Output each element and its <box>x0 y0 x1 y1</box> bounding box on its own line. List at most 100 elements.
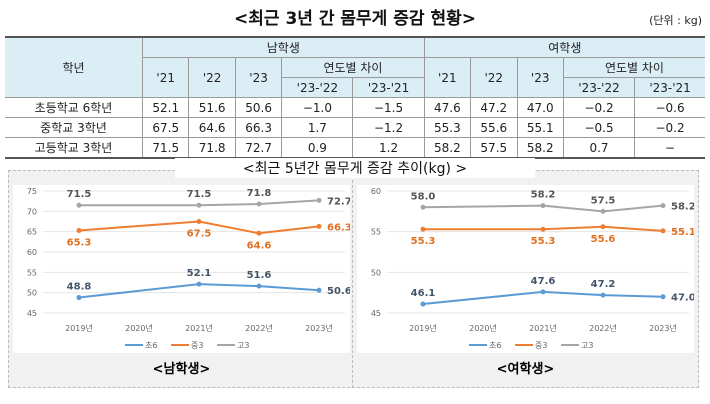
legend-label: 초6 <box>489 341 501 350</box>
legend-label: 중3 <box>535 341 547 350</box>
data-label: 51.6 <box>247 270 272 281</box>
y-tick-label: 65 <box>27 228 37 237</box>
data-point <box>196 281 202 287</box>
value-cell: 64.6 <box>188 117 236 138</box>
year-header: '23 <box>234 57 283 98</box>
y-tick-label: 55 <box>371 228 381 237</box>
y-tick-label: 45 <box>27 309 37 318</box>
grade-cell: 중학교 3학년 <box>5 117 143 138</box>
legend-label: 초6 <box>145 341 157 350</box>
male-chart-label: <남학생> <box>152 362 211 377</box>
data-label: 47.2 <box>591 279 616 290</box>
data-point <box>540 289 546 295</box>
diff-sub-header: '23-'22 <box>562 77 636 98</box>
value-cell: 57.5 <box>470 137 518 159</box>
grade-cell: 고등학교 3학년 <box>5 137 143 159</box>
data-point <box>76 295 82 301</box>
value-cell: 58.2 <box>516 137 564 159</box>
data-label: 66.3 <box>327 222 350 233</box>
x-tick-label: 2023년 <box>305 323 333 333</box>
data-label: 48.8 <box>67 282 92 293</box>
year-header: '23 <box>516 57 564 98</box>
value-cell: −1.2 <box>352 117 425 138</box>
data-label: 58.2 <box>531 190 556 201</box>
series-line-중3 <box>78 220 320 235</box>
legend-label: 중3 <box>191 341 203 350</box>
data-label: 47.0 <box>671 293 694 304</box>
value-cell: 55.1 <box>516 117 564 138</box>
x-tick-label: 2021년 <box>529 323 557 333</box>
male-header: 남학생 <box>142 36 425 58</box>
data-label: 58.0 <box>411 191 436 202</box>
data-label: 72.7 <box>327 196 350 207</box>
x-tick-label: 2023년 <box>649 323 677 333</box>
x-tick-label: 2020년 <box>125 323 153 333</box>
data-label: 67.5 <box>187 229 212 240</box>
diff-header: 연도별 차이 <box>562 57 705 78</box>
data-point <box>420 204 426 210</box>
data-point <box>600 224 606 230</box>
series-line-초6 <box>422 290 664 306</box>
data-label: 71.8 <box>247 188 272 199</box>
y-tick-label: 50 <box>371 268 381 277</box>
plot-background <box>357 185 694 353</box>
x-tick-label: 2022년 <box>589 323 617 333</box>
legend-label: 고3 <box>581 341 593 350</box>
value-cell: −0.2 <box>634 117 705 138</box>
series-line-초6 <box>78 283 320 299</box>
table-row: 중학교 3학년 67.5 64.6 66.3 1.7 −1.2 55.3 55.6 55.1 −0… <box>5 117 705 138</box>
x-tick-label: 2019년 <box>409 323 437 333</box>
y-tick-label: 55 <box>27 268 37 277</box>
data-label: 71.5 <box>187 189 212 200</box>
value-cell: 71.5 <box>141 137 190 159</box>
data-label: 57.5 <box>591 195 616 206</box>
value-cell: 1.2 <box>352 137 425 159</box>
grade-header: 학년 <box>5 36 143 98</box>
data-label: 65.3 <box>67 237 92 248</box>
female-chart-panel: 45 50 55 60 2019년 2020년 2021년 2022년 2023년 46.1 47.… <box>352 170 699 388</box>
y-tick-label: 45 <box>371 309 381 318</box>
value-cell: 47.2 <box>470 97 518 118</box>
female-line-chart: 45 50 55 60 2019년 2020년 2021년 2022년 2023년 46.1 47.… <box>357 185 694 353</box>
value-cell: −0.2 <box>562 97 636 118</box>
value-cell: 71.8 <box>188 137 236 159</box>
value-cell: − <box>634 137 705 159</box>
y-tick-label: 50 <box>27 289 37 298</box>
data-label: 55.1 <box>671 227 694 238</box>
data-point <box>256 283 262 289</box>
data-point <box>600 292 606 298</box>
data-point <box>540 226 546 232</box>
female-header: 여학생 <box>423 36 705 58</box>
data-point <box>420 301 426 307</box>
page-title: <최근 3년 간 몸무게 증감 현황> <box>234 9 476 29</box>
diff-header: 연도별 차이 <box>281 57 425 78</box>
value-cell: 58.2 <box>423 137 472 159</box>
year-header: '21 <box>423 57 472 98</box>
series-line-고3 <box>422 204 664 213</box>
value-cell: −0.5 <box>562 117 636 138</box>
diff-sub-header: '23-'21 <box>634 77 705 98</box>
data-label: 50.6 <box>327 286 350 297</box>
year-header: '21 <box>142 57 190 98</box>
data-point <box>316 287 322 293</box>
y-tick-label: 75 <box>27 187 37 196</box>
value-cell: 66.3 <box>234 117 283 138</box>
value-cell: 50.6 <box>234 97 283 118</box>
data-point <box>316 197 322 203</box>
table-row: 고등학교 3학년 71.5 71.8 72.7 0.9 1.2 58.2 57.5 58.2 0.… <box>5 137 705 159</box>
data-point <box>196 219 202 224</box>
value-cell: 47.0 <box>516 97 564 118</box>
data-point <box>420 226 426 232</box>
y-tick-label: 70 <box>27 207 37 216</box>
value-cell: 72.7 <box>234 137 283 159</box>
table-row: 초등학교 6학년 52.1 51.6 50.6 −1.0 −1.5 47.6 47.2 47.0… <box>5 97 705 118</box>
data-point <box>196 202 202 208</box>
weight-table: 학년 남학생 여학생 '21 '22 '23 연도별 차이 '21 '22 '2… <box>5 36 705 159</box>
value-cell: −0.6 <box>634 97 705 118</box>
data-point <box>256 201 262 207</box>
data-label: 71.5 <box>67 189 92 200</box>
value-cell: −1.0 <box>281 97 354 118</box>
data-label: 52.1 <box>187 268 212 279</box>
x-tick-label: 2020년 <box>469 323 497 333</box>
x-tick-label: 2019년 <box>65 323 93 333</box>
